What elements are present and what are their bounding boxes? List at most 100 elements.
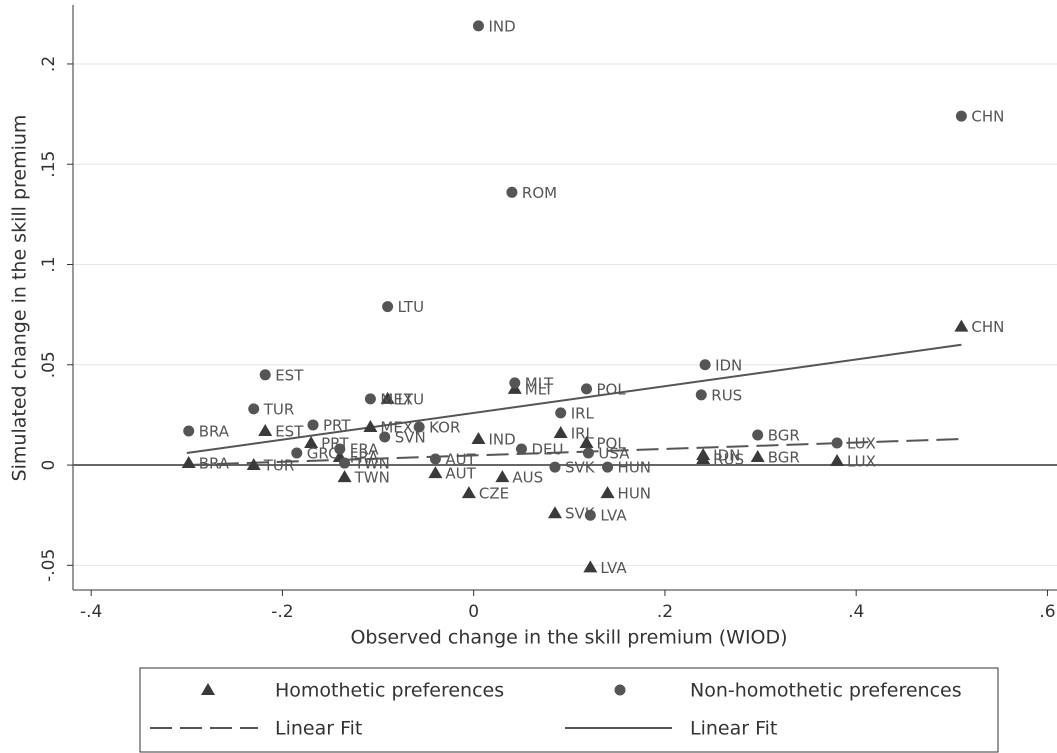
point <box>831 437 843 449</box>
point <box>304 435 319 448</box>
y-tick-label: .1 <box>39 256 59 272</box>
point-label: TWN <box>354 469 390 487</box>
legend-label: Linear Fit <box>690 718 777 740</box>
x-tick-label: -.2 <box>271 602 293 622</box>
point-label: BRA <box>199 455 230 473</box>
y-tick-label: .05 <box>39 351 59 378</box>
point-label: LVA <box>600 507 627 525</box>
point-label: LTU <box>398 298 424 316</box>
point <box>583 560 598 573</box>
point-label: SVN <box>395 428 426 446</box>
point-label: ROM <box>522 184 557 202</box>
y-tick-label: .15 <box>39 151 59 178</box>
x-axis-title: Observed change in the skill premium (WI… <box>350 627 787 649</box>
point-label: IRL <box>571 424 595 442</box>
y-tick-label: -.05 <box>39 549 59 582</box>
point-label: EST <box>275 422 304 440</box>
y-tick-label: 0 <box>39 460 59 471</box>
legend-box <box>139 667 999 753</box>
point-label: LTU <box>398 390 424 408</box>
x-tick-label: 0 <box>468 602 479 622</box>
point-label: MLT <box>525 374 554 392</box>
point <box>579 435 594 448</box>
point-label: IDN <box>715 356 742 374</box>
point <box>291 447 303 459</box>
x-tick-label: .4 <box>848 602 864 622</box>
point <box>515 443 527 455</box>
point <box>506 186 518 198</box>
point <box>413 421 425 433</box>
point <box>380 391 395 404</box>
point-label: RUS <box>713 451 744 469</box>
point <box>259 369 271 381</box>
point-label: AUS <box>512 469 543 487</box>
point <box>183 425 195 437</box>
point-label: IRL <box>571 404 595 422</box>
y-axis-title: Simulated change in the skill premium <box>9 115 31 482</box>
x-tick-label: .6 <box>1039 602 1055 622</box>
point <box>382 301 394 313</box>
point-label: MEX <box>380 390 413 408</box>
point <box>553 425 568 438</box>
point-label: USA <box>598 445 630 463</box>
point <box>696 452 711 465</box>
point <box>363 419 378 432</box>
point <box>495 470 510 483</box>
point <box>549 461 561 473</box>
point <box>248 403 260 415</box>
point <box>307 419 319 431</box>
point <box>471 431 486 444</box>
point <box>830 454 845 467</box>
point-label: HUN <box>618 459 651 477</box>
point <box>472 20 484 32</box>
point <box>258 423 273 436</box>
legend-label: Homothetic preferences <box>275 680 504 702</box>
point-label: EST <box>275 366 304 384</box>
point-label: MEX <box>380 418 413 436</box>
point-label: FRA <box>350 441 379 459</box>
point-label: IDN <box>713 447 740 465</box>
point-label: DEU <box>531 441 563 459</box>
point-label: KOR <box>429 418 460 436</box>
point <box>582 447 594 459</box>
legend-marker <box>201 683 215 695</box>
point-label: CHN <box>971 318 1004 336</box>
point <box>364 393 376 405</box>
point <box>584 509 596 521</box>
legend-label: Non-homothetic preferences <box>690 680 962 702</box>
legend-marker <box>614 684 626 696</box>
point <box>600 486 615 499</box>
point-label: BGR <box>768 449 800 467</box>
point <box>695 389 707 401</box>
point-label: TUR <box>263 400 295 418</box>
point-label: LUX <box>847 434 876 452</box>
x-tick-label: .2 <box>657 602 673 622</box>
point-label: BGR <box>768 426 800 444</box>
point-label: SVK <box>565 459 596 477</box>
point <box>246 458 261 471</box>
point <box>581 383 593 395</box>
point <box>509 377 521 389</box>
point-label: POL <box>597 434 627 452</box>
point-label: AUT <box>445 451 476 469</box>
point <box>379 431 391 443</box>
point <box>602 461 614 473</box>
point-label: RUS <box>711 386 742 404</box>
point-label: TWN <box>354 455 390 473</box>
point <box>339 457 351 469</box>
point <box>337 470 352 483</box>
point-label: LUX <box>847 453 876 471</box>
point <box>461 486 476 499</box>
point-label: CZE <box>479 485 509 503</box>
point-label: TUR <box>263 457 295 475</box>
point <box>334 443 346 455</box>
point-label: LVA <box>600 559 627 577</box>
point <box>429 453 441 465</box>
x-tick-label: -.4 <box>80 602 102 622</box>
point <box>955 110 967 122</box>
point <box>750 450 765 463</box>
y-tick-label: .2 <box>39 56 59 72</box>
point-label: BRA <box>199 422 230 440</box>
point <box>547 506 562 519</box>
